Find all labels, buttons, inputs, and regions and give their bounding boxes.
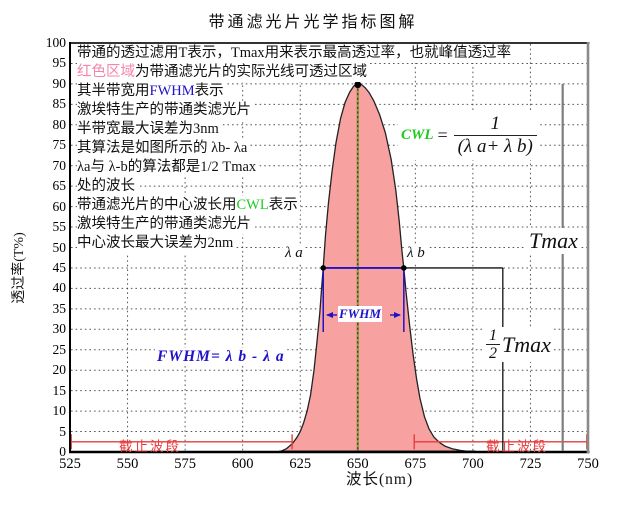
x-tick-label: 700 [462,456,484,472]
cutoff-band-label-right: 截止波段 [486,439,548,454]
y-tick-label: 35 [52,300,67,316]
annotation-line: 激埃特生产的带通类滤光片 [77,101,253,120]
fwhm-arrowhead-left [326,312,333,318]
cwl-fraction: 1 (λ a+ λ b) [453,113,537,158]
cwl-formula: CWL = 1 (λ a+ λ b) [398,111,540,160]
fwhm-arrowhead-right [394,312,401,318]
y-tick-label: 10 [52,403,67,419]
annotation-line: 激埃特生产的带通类滤光片 [77,215,253,234]
y-tick-label: 100 [45,35,66,50]
annotation-text-block: 带通的透过滤用T表示，Tmax用来表示最高透过率，也就峰值透过率 红色区域为带通滤… [77,44,514,253]
half-fraction-denominator: 2 [486,344,500,362]
cwl-fraction-numerator: 1 [490,113,501,134]
annotation-line: 中心波长最大误差为2nm [77,234,236,253]
cutoff-band-label-left: 截止波段 [119,439,181,454]
lambda-a-dot [320,265,327,271]
x-tick-label: 750 [577,456,599,472]
x-tick-label: 600 [231,456,254,472]
y-tick-label: 90 [52,75,67,91]
lambda-a-label: λ a [283,245,305,262]
fwhm-formula: FWHM= λ b - λ a [155,348,287,366]
x-tick-label: 525 [59,456,81,472]
x-tick-label: 675 [404,456,427,472]
x-axis-title: 波长(nm) [346,471,414,488]
y-tick-label: 60 [52,198,67,214]
x-tick-label: 725 [519,456,542,472]
annotation-line: 红色区域为带通滤光片的实际光线可透过区域 [77,63,369,82]
annotation-line: 其算法是如图所示的 λb- λa [77,139,250,158]
annotation-line: 半带宽最大误差为3nm [77,120,221,139]
y-tick-label: 80 [52,116,67,132]
y-tick-label: 0 [59,444,66,459]
lambda-b-dot [401,265,407,271]
x-tick-label: 650 [346,456,369,472]
y-tick-label: 65 [52,178,67,194]
y-tick-label: 75 [52,137,67,153]
y-tick-label: 70 [52,157,67,173]
annotation-line: λa与 λ-b的算法都是1/2 Tmax [77,158,259,177]
cwl-formula-label: CWL [401,127,434,143]
y-axis-title: 透过率(T%) [12,232,27,304]
half-tmax-label: 1 2 Tmax [484,327,553,362]
cwl-fraction-denominator: (λ a+ λ b) [453,135,537,158]
y-tick-label: 45 [52,259,67,275]
x-tick-label: 625 [289,456,312,472]
y-tick-label: 55 [52,219,67,235]
half-tmax-word: Tmax [502,331,551,357]
y-tick-label: 40 [52,280,67,296]
y-tick-label: 30 [52,321,67,337]
peak-dot [354,81,362,89]
y-tick-label: 85 [52,96,67,112]
y-tick-label: 50 [52,239,67,255]
fwhm-inplot-label: FWHM [338,306,382,322]
annotation-line: 带通滤光片的中心波长用CWL表示 [77,196,300,215]
chart-title: 带通滤光片光学指标图解 [208,14,418,31]
half-fraction-numerator: 1 [489,327,497,344]
annotation-line: 其半带宽用FWHM表示 [77,82,226,101]
y-tick-label: 15 [52,382,67,398]
half-fraction: 1 2 [486,327,500,362]
annotation-line: 带通的透过滤用T表示，Tmax用来表示最高透过率，也就峰值透过率 [77,44,514,63]
y-tick-label: 95 [52,55,67,71]
y-tick-label: 20 [52,362,67,378]
tmax-label: Tmax [526,228,581,254]
y-tick-label: 5 [59,423,66,439]
y-tick-label: 25 [52,341,67,357]
lambda-b-label: λ b [405,245,427,262]
x-tick-label: 550 [116,456,139,472]
x-tick-label: 575 [174,456,196,472]
cwl-formula-equals: = [437,125,448,145]
annotation-line: 处的波长 [77,177,137,196]
